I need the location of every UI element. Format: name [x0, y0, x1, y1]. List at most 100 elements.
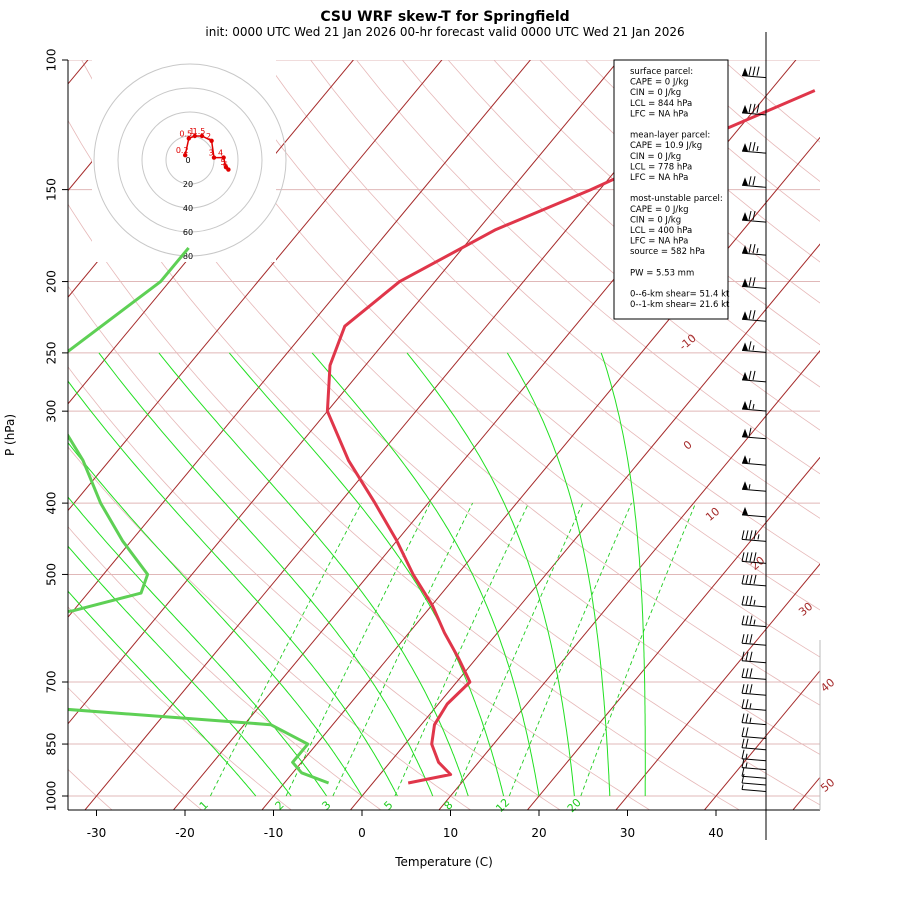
hodograph-ring-label: 80 [183, 252, 193, 261]
wind-barb [741, 530, 767, 542]
wind-barb [741, 277, 767, 289]
info-box-line: surface parcel: [630, 67, 693, 77]
moist-adiabat-line [68, 496, 328, 797]
wind-barb [741, 651, 767, 664]
moist-adiabat-line [98, 352, 434, 797]
sounding-profiles [68, 89, 816, 785]
moist-adiabat-line [406, 352, 575, 797]
isotherm-line [68, 60, 443, 512]
pressure-ticks: 100 150 200 250 300 400 500 700 850 1000 [45, 49, 68, 812]
pressure-tick-label: 400 [45, 492, 59, 515]
info-box-line: LFC = NA hPa [630, 237, 688, 247]
mixing-ratio-line [508, 502, 632, 797]
wind-barb [741, 455, 767, 466]
info-box-line: PW = 5.53 mm [630, 268, 694, 278]
wind-barb [741, 427, 767, 440]
temperature-tick-label: -20 [175, 826, 195, 840]
isotherm-line [261, 136, 820, 810]
thermo-grid [68, 26, 900, 811]
x-axis-label: Temperature (C) [394, 855, 493, 869]
wind-barb [741, 634, 767, 646]
wind-barb [741, 142, 767, 154]
pressure-tick-label: 150 [45, 178, 59, 201]
isotherm-label: -10 [677, 332, 699, 354]
temperature-ticks: -30 -20 -10 0 10 20 30 40 [87, 810, 724, 840]
isotherm-line [526, 456, 820, 810]
y-axis-label: P (hPa) [3, 414, 17, 456]
isotherm-label: 10 [703, 505, 722, 524]
temperature-line [325, 89, 816, 785]
hodograph-point [192, 133, 197, 139]
temperature-tick-label: 30 [620, 826, 635, 840]
info-box-line: LCL = 844 hPa [630, 99, 692, 109]
hodograph-point [199, 133, 205, 139]
wind-barb [741, 773, 767, 786]
isotherm-line [880, 26, 900, 811]
mixing-ratio-label: 20 [565, 796, 584, 815]
info-box-line: CAPE = 0 J/kg [630, 78, 689, 88]
dry-adiabat-line [310, 60, 820, 519]
hodograph-point [186, 136, 191, 141]
mixing-ratio-labels: 1 2 3 5 8 12 20 [197, 796, 584, 815]
temperature-tick-label: -10 [264, 826, 284, 840]
wind-barb [741, 595, 767, 608]
moist-adiabat-line [506, 352, 611, 797]
info-box-line: CIN = 0 J/kg [630, 215, 681, 225]
hodograph-point [211, 155, 217, 160]
wind-barb [741, 699, 767, 711]
dry-adiabat-line [81, 60, 820, 755]
pressure-tick-label: 700 [45, 671, 59, 694]
isotherm-label: 0 [681, 438, 695, 452]
mixing-ratio-line [394, 502, 530, 797]
info-box-line: CAPE = 0 J/kg [630, 205, 689, 215]
hodograph-ring [141, 111, 239, 209]
info-box-line: most-unstable parcel: [630, 194, 723, 204]
info-box-line: LFC = NA hPa [630, 173, 688, 183]
info-box-line: source = 582 hPa [630, 247, 705, 257]
pressure-tick-label: 300 [45, 400, 59, 423]
dry-adiabat-line [68, 203, 741, 810]
wind-barb [741, 103, 767, 116]
info-box-line: CIN = 0 J/kg [630, 88, 681, 98]
chart-subtitle: init: 0000 UTC Wed 21 Jan 2026 00-hr for… [205, 25, 684, 39]
isotherm-line [615, 563, 820, 810]
info-box-line: 0--1-km shear= 21.6 kt [630, 300, 730, 310]
dry-adiabat-line [68, 687, 203, 810]
hodograph-ring [165, 135, 215, 185]
pressure-tick-label: 850 [45, 733, 59, 756]
pressure-tick-label: 1000 [45, 781, 59, 812]
hodograph-point [183, 153, 188, 158]
hodograph-point [221, 155, 226, 160]
wind-barb [741, 574, 767, 587]
hodograph-point-label: 3 [208, 149, 213, 158]
hodograph-ring-label: 60 [183, 228, 193, 237]
isotherm-line [68, 60, 531, 618]
info-box-line: CIN = 0 J/kg [630, 152, 681, 162]
hodograph-point-label: 5 [220, 158, 225, 167]
mixing-ratio-lines [209, 502, 697, 797]
wind-barb [741, 66, 767, 79]
moist-adiabat-line [600, 352, 646, 796]
isotherms [68, 26, 900, 811]
hodograph-point-label: 1 [189, 127, 194, 136]
temperature-tick-label: 20 [531, 826, 546, 840]
moist-adiabats [68, 352, 646, 797]
wind-barb [741, 668, 767, 680]
isotherm-line [349, 243, 820, 810]
isotherm-label: 40 [818, 676, 837, 695]
pressure-tick-label: 200 [45, 270, 59, 293]
dry-adiabat-line [447, 60, 820, 388]
info-box-line: LCL = 400 hPa [630, 226, 692, 236]
wind-barb [741, 713, 767, 726]
info-box-line: LCL = 778 hPa [630, 162, 692, 172]
dewpoint-line [68, 246, 330, 785]
info-box-line: mean-layer parcel: [630, 131, 710, 141]
dry-adiabat-line [68, 366, 561, 810]
mixing-ratio-line [285, 502, 431, 797]
wind-barb [741, 506, 767, 518]
hodograph-point [209, 138, 214, 143]
dry-adiabat-line [68, 606, 292, 810]
